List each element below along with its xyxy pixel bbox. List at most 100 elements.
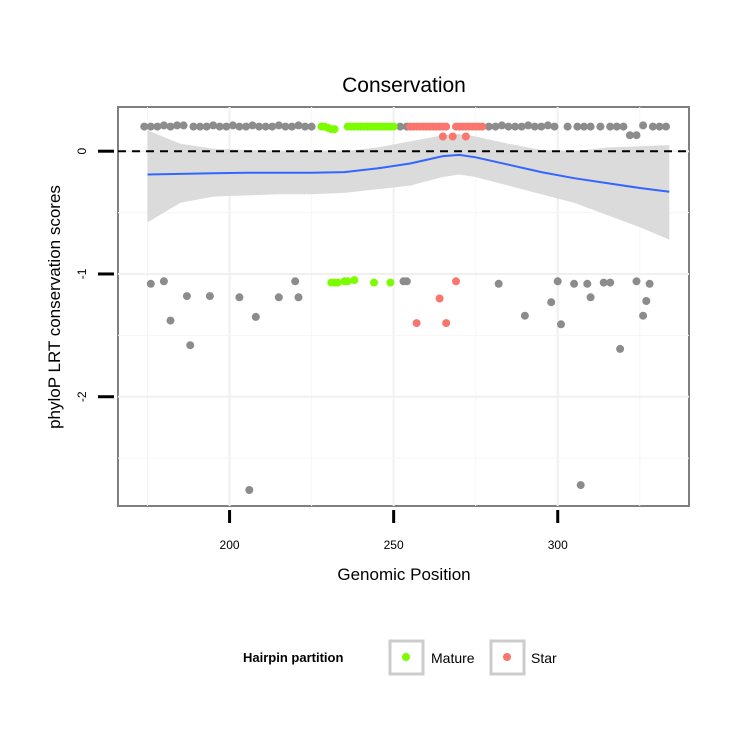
point-other <box>573 122 582 131</box>
point-other <box>530 122 539 131</box>
point-other <box>612 122 621 131</box>
point-other <box>307 122 316 131</box>
point-star <box>435 294 444 303</box>
legend-label-mature: Mature <box>431 650 475 666</box>
point-other <box>553 277 562 286</box>
point-other <box>586 293 595 302</box>
point-other <box>146 122 155 131</box>
legend-label-star: Star <box>531 650 557 666</box>
point-other <box>547 298 556 307</box>
point-other <box>166 316 175 325</box>
point-other <box>140 122 149 131</box>
point-other <box>291 277 300 286</box>
y-tick-label: 0 <box>75 148 89 155</box>
confidence-ribbon-group <box>147 130 670 240</box>
point-other <box>524 121 533 130</box>
point-other <box>242 122 250 131</box>
point-other <box>632 131 641 140</box>
point-other <box>606 278 615 287</box>
point-other <box>543 121 552 130</box>
point-mature <box>330 125 339 134</box>
point-other <box>511 122 520 131</box>
point-mature <box>343 277 352 286</box>
point-other <box>205 292 214 301</box>
point-other <box>179 121 188 130</box>
legend-swatch-star <box>503 653 511 661</box>
point-other <box>146 279 155 288</box>
point-other <box>301 122 310 131</box>
point-mature <box>350 276 359 285</box>
point-other <box>287 122 296 131</box>
point-mature <box>389 122 398 131</box>
point-other <box>645 279 654 288</box>
point-other <box>632 277 641 286</box>
point-other <box>294 293 303 302</box>
point-other <box>606 122 615 131</box>
point-other <box>222 122 231 131</box>
point-other <box>182 292 191 301</box>
point-mature <box>386 278 395 287</box>
point-other <box>268 122 277 131</box>
smooth-line <box>147 153 670 193</box>
point-other <box>228 121 237 130</box>
point-other <box>662 122 670 131</box>
point-other <box>245 486 254 494</box>
point-other <box>599 278 608 287</box>
point-other <box>484 122 493 131</box>
point-star <box>448 132 457 141</box>
point-other <box>648 122 657 131</box>
point-other <box>537 122 546 131</box>
smooth-line-group <box>147 153 670 193</box>
point-other <box>642 297 651 305</box>
point-other <box>550 122 559 131</box>
point-other <box>396 122 405 131</box>
point-star <box>452 277 460 286</box>
point-other <box>557 320 565 329</box>
legend-swatch-mature <box>402 653 410 661</box>
point-other <box>173 121 182 130</box>
point-star <box>478 122 487 131</box>
legend-title: Hairpin partition <box>243 650 343 665</box>
chart-title: Conservation <box>342 74 466 97</box>
y-tick-label: -1 <box>75 268 89 279</box>
point-star <box>461 132 470 141</box>
point-other <box>625 131 634 140</box>
point-other <box>274 121 283 130</box>
point-other <box>235 293 244 302</box>
x-tick-label: 300 <box>548 538 568 552</box>
point-other <box>570 279 579 288</box>
point-other <box>504 122 513 131</box>
point-other <box>153 122 162 131</box>
point-star <box>442 122 451 131</box>
y-axis-title: phyloP LRT conservation scores <box>45 185 64 429</box>
point-other <box>261 122 270 131</box>
point-other <box>235 122 244 131</box>
point-other <box>619 122 628 131</box>
point-other <box>596 122 605 131</box>
point-other <box>248 121 257 130</box>
point-other <box>294 121 303 130</box>
point-other <box>402 277 411 286</box>
point-other <box>583 279 592 288</box>
x-tick-label: 250 <box>384 538 404 552</box>
point-other <box>186 341 195 350</box>
y-tick-label: -2 <box>75 391 89 402</box>
point-other <box>209 121 218 130</box>
point-other <box>616 344 625 353</box>
point-other <box>497 121 506 130</box>
point-other <box>639 121 648 130</box>
x-axis-title: Genomic Position <box>337 565 470 584</box>
point-other <box>159 277 168 286</box>
confidence-ribbon <box>147 130 670 240</box>
point-other <box>251 312 260 321</box>
point-other <box>655 122 664 131</box>
point-other <box>281 122 290 131</box>
axes: 200 250 300 0 -1 -2 <box>75 148 568 552</box>
point-mature <box>333 278 342 287</box>
point-other <box>159 121 168 130</box>
point-other <box>639 311 648 320</box>
point-other <box>274 293 283 302</box>
point-mature <box>370 278 378 287</box>
point-other <box>215 122 224 131</box>
